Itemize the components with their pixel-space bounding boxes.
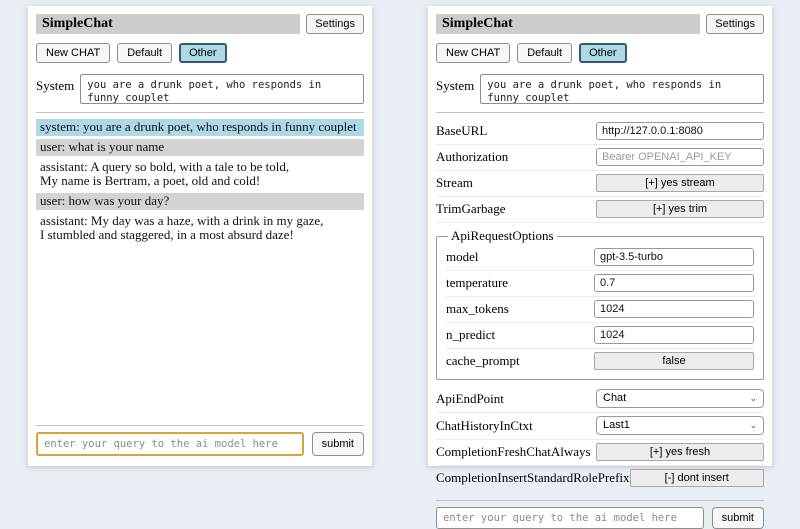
settings-row-completionfreshchatalways: CompletionFreshChatAlways [+] yes fresh [436, 440, 764, 466]
submit-button[interactable]: submit [311, 432, 364, 456]
settings-label: CompletionInsertStandardRolePrefix [436, 470, 630, 485]
session-tab-other[interactable]: Other [179, 43, 227, 63]
settings-row-temperature: temperature [446, 271, 754, 297]
query-footer: submit [436, 492, 764, 529]
stream-toggle-button[interactable]: [+] yes stream [596, 174, 764, 192]
api-endpoint-select[interactable]: Chat ⌄ [596, 389, 764, 408]
settings-row-n-predict: n_predict [446, 323, 754, 349]
select-value: Last1 [603, 419, 630, 431]
system-prompt-textarea[interactable]: you are a drunk poet, who responds in fu… [480, 74, 764, 104]
query-input[interactable] [36, 432, 304, 456]
settings-row-model: model [446, 245, 754, 271]
query-input[interactable] [436, 507, 704, 529]
system-prompt-label: System [36, 78, 75, 93]
model-input[interactable] [594, 248, 754, 266]
api-request-options-fieldset: ApiRequestOptions model temperature max_… [436, 228, 764, 380]
settings-label: TrimGarbage [436, 201, 506, 216]
system-prompt-row: System you are a drunk poet, who respond… [36, 74, 364, 104]
session-toolbar: New CHAT Default Other [436, 43, 764, 63]
settings-label: ChatHistoryInCtxt [436, 417, 533, 433]
settings-label: n_predict [446, 327, 496, 342]
settings-row-cache-prompt: cache_prompt false [446, 349, 754, 374]
chat-message-assistant: assistant: My day was a haze, with a dri… [40, 213, 324, 242]
settings-row-apiendpoint: ApiEndPoint Chat ⌄ [436, 386, 764, 413]
settings-row-trimgarbage: TrimGarbage [+] yes trim [436, 197, 764, 223]
settings-label: CompletionFreshChatAlways [436, 444, 591, 459]
settings-row-stream: Stream [+] yes stream [436, 171, 764, 197]
settings-label: temperature [446, 275, 509, 290]
settings-label: BaseURL [436, 123, 488, 138]
system-prompt-row: System you are a drunk poet, who respond… [436, 74, 764, 104]
temperature-input[interactable] [594, 274, 754, 292]
authorization-input[interactable] [596, 148, 764, 166]
settings-form: BaseURL Authorization Stream [+] yes str… [436, 119, 764, 492]
settings-row-chathistoryinctxt: ChatHistoryInCtxt Last1 ⌄ [436, 413, 764, 440]
submit-button[interactable]: submit [711, 507, 764, 529]
settings-row-max-tokens: max_tokens [446, 297, 754, 323]
settings-label: cache_prompt [446, 353, 520, 368]
completion-insert-role-prefix-toggle-button[interactable]: [-] dont insert [629, 469, 764, 487]
chevron-down-icon: ⌄ [749, 420, 757, 430]
settings-label: max_tokens [446, 301, 509, 316]
chat-message-system: system: you are a drunk poet, who respon… [36, 119, 364, 136]
max-tokens-input[interactable] [594, 300, 754, 318]
settings-label: ApiEndPoint [436, 390, 504, 406]
chevron-down-icon: ⌄ [749, 393, 757, 403]
new-chat-button[interactable]: New CHAT [436, 43, 511, 63]
settings-label: model [446, 249, 479, 264]
app-title: SimpleChat [36, 14, 301, 34]
session-toolbar: New CHAT Default Other [36, 43, 364, 63]
settings-button[interactable]: Settings [706, 14, 764, 34]
chat-message-list: system: you are a drunk poet, who respon… [36, 119, 364, 247]
settings-label: Authorization [436, 149, 509, 164]
chat-history-in-ctxt-select[interactable]: Last1 ⌄ [596, 416, 764, 435]
system-prompt-label: System [436, 78, 475, 93]
settings-panel: SimpleChat Settings New CHAT Default Oth… [428, 6, 772, 529]
settings-button[interactable]: Settings [306, 14, 364, 34]
chat-message-user: user: how was your day? [36, 193, 364, 210]
new-chat-button[interactable]: New CHAT [36, 43, 111, 63]
system-prompt-textarea[interactable]: you are a drunk poet, who responds in fu… [80, 74, 364, 104]
settings-label: Stream [436, 175, 473, 190]
titlebar: SimpleChat Settings [436, 14, 764, 34]
chat-message-assistant: assistant: A query so bold, with a tale … [40, 159, 290, 188]
footer-divider [36, 425, 364, 426]
baseurl-input[interactable] [596, 122, 764, 140]
trimgarbage-toggle-button[interactable]: [+] yes trim [596, 200, 764, 218]
chat-panel: SimpleChat Settings New CHAT Default Oth… [28, 6, 372, 466]
api-request-options-legend: ApiRequestOptions [451, 228, 554, 243]
footer-divider [436, 500, 764, 501]
cache-prompt-toggle-button[interactable]: false [594, 352, 754, 370]
session-tab-other[interactable]: Other [579, 43, 627, 63]
select-value: Chat [603, 392, 627, 404]
header-divider [436, 112, 764, 113]
query-footer: submit [36, 417, 364, 456]
chat-message-user: user: what is your name [36, 139, 364, 156]
settings-row-authorization: Authorization [436, 145, 764, 171]
n-predict-input[interactable] [594, 326, 754, 344]
settings-row-completioninsertstandardroleprefix: CompletionInsertStandardRolePrefix [-] d… [436, 466, 764, 492]
app-title: SimpleChat [436, 14, 701, 34]
completion-fresh-chat-toggle-button[interactable]: [+] yes fresh [596, 443, 764, 461]
page: SimpleChat Settings New CHAT Default Oth… [28, 6, 772, 529]
session-tab-default[interactable]: Default [117, 43, 173, 63]
session-tab-default[interactable]: Default [517, 43, 573, 63]
titlebar: SimpleChat Settings [36, 14, 364, 34]
header-divider [36, 112, 364, 113]
settings-row-baseurl: BaseURL [436, 119, 764, 145]
